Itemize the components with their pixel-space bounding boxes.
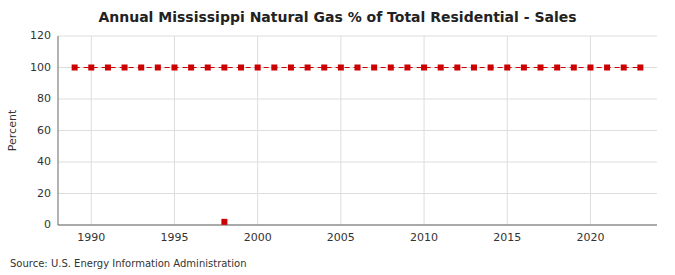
- y-grid-line: [58, 193, 657, 194]
- chart-container: 0 20 40 60 80 100 120 1990 1995 2000 2005 2010 2015 2…: [0, 0, 675, 275]
- x-tick-label: 2005: [327, 231, 355, 244]
- point-marker: [355, 65, 361, 71]
- source-note: Source: U.S. Energy Information Administ…: [10, 258, 247, 269]
- y-tick-label: 20: [37, 187, 51, 200]
- y-grid-line: [58, 99, 657, 100]
- point-marker: [504, 65, 510, 71]
- point-marker: [571, 65, 577, 71]
- point-marker: [621, 65, 627, 71]
- point-marker: [604, 65, 610, 71]
- y-tick-label: 60: [37, 124, 51, 137]
- y-tick-label: 100: [30, 61, 51, 74]
- point-marker: [205, 65, 211, 71]
- x-grid-line: [590, 36, 591, 225]
- x-grid-line: [424, 36, 425, 225]
- x-grid-line: [257, 36, 258, 225]
- point-marker: [155, 65, 161, 71]
- y-tick-label: 0: [44, 218, 51, 231]
- x-tick-label: 1990: [77, 231, 105, 244]
- point-marker: [554, 65, 560, 71]
- data-layer: [72, 65, 644, 225]
- point-marker: [587, 65, 593, 71]
- y-axis-label: Percent: [6, 109, 19, 151]
- point-marker: [488, 65, 494, 71]
- grid: [58, 36, 657, 225]
- x-tick-label: 1995: [160, 231, 188, 244]
- x-tick-label: 2000: [244, 231, 272, 244]
- axes: 0 20 40 60 80 100 120 1990 1995 2000 2005 2010 2015 2…: [30, 29, 657, 244]
- x-grid-line: [91, 36, 92, 225]
- point-marker: [338, 65, 344, 71]
- x-tick-label: 2015: [493, 231, 521, 244]
- point-marker: [438, 65, 444, 71]
- x-grid-line: [507, 36, 508, 225]
- point-marker: [88, 65, 94, 71]
- page: {"chart_data": {"type": "line", "title":…: [0, 0, 675, 275]
- point-marker: [421, 65, 427, 71]
- point-marker: [521, 65, 527, 71]
- point-marker: [305, 65, 311, 71]
- point-marker: [637, 65, 643, 71]
- point-marker: [171, 65, 177, 71]
- x-tick-label: 2010: [410, 231, 438, 244]
- y-axis-line: [58, 36, 59, 225]
- point-marker: [221, 219, 227, 225]
- point-marker: [255, 65, 261, 71]
- point-marker: [238, 65, 244, 71]
- point-marker: [288, 65, 294, 71]
- x-grid-line: [174, 36, 175, 225]
- y-tick-label: 40: [37, 155, 51, 168]
- point-marker: [105, 65, 111, 71]
- title: Annual Mississippi Natural Gas % of Tota…: [98, 9, 576, 25]
- point-marker: [454, 65, 460, 71]
- point-marker: [221, 65, 227, 71]
- x-grid-line: [340, 36, 341, 225]
- point-marker: [188, 65, 194, 71]
- point-marker: [271, 65, 277, 71]
- y-grid-line: [58, 162, 657, 163]
- y-grid-line: [58, 130, 657, 131]
- point-marker: [321, 65, 327, 71]
- point-marker: [404, 65, 410, 71]
- point-marker: [122, 65, 128, 71]
- point-marker: [538, 65, 544, 71]
- point-marker: [138, 65, 144, 71]
- x-tick-label: 2020: [576, 231, 604, 244]
- point-marker: [72, 65, 78, 71]
- point-marker: [388, 65, 394, 71]
- x-axis-line: [58, 225, 657, 226]
- y-tick-label: 120: [30, 29, 51, 42]
- point-marker: [471, 65, 477, 71]
- chart: 0 20 40 60 80 100 120 1990 1995 2000 2005 2010 2015 2…: [0, 0, 675, 275]
- y-tick-label: 80: [37, 92, 51, 105]
- y-grid-line: [58, 36, 657, 37]
- y-grid-line: [58, 225, 657, 226]
- point-marker: [371, 65, 377, 71]
